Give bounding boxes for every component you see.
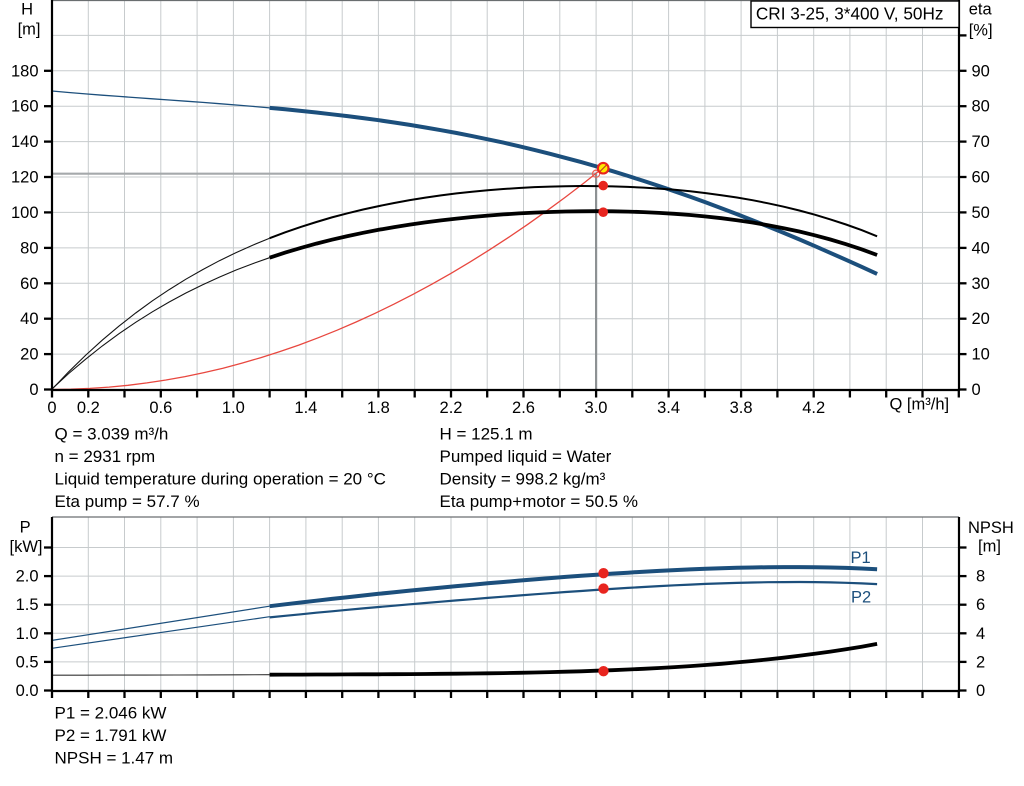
svg-text:0.0: 0.0: [16, 682, 39, 700]
svg-text:20: 20: [972, 310, 990, 328]
svg-text:1.0: 1.0: [16, 625, 39, 643]
svg-text:4: 4: [976, 625, 985, 643]
svg-text:P2 = 1.791 kW: P2 = 1.791 kW: [55, 726, 167, 745]
svg-text:1.5: 1.5: [16, 596, 39, 614]
svg-text:160: 160: [11, 98, 39, 116]
svg-text:0: 0: [972, 381, 981, 399]
svg-text:80: 80: [972, 98, 990, 116]
svg-text:90: 90: [972, 62, 990, 80]
svg-text:[%]: [%]: [969, 21, 993, 39]
svg-text:1.8: 1.8: [367, 399, 390, 417]
svg-text:1.0: 1.0: [222, 399, 245, 417]
svg-text:NPSH = 1.47 m: NPSH = 1.47 m: [55, 749, 174, 768]
svg-text:P1 = 2.046 kW: P1 = 2.046 kW: [55, 703, 167, 722]
svg-text:1.4: 1.4: [294, 399, 317, 417]
svg-text:60: 60: [972, 169, 990, 187]
svg-text:0.5: 0.5: [16, 653, 39, 671]
svg-text:4.2: 4.2: [802, 399, 825, 417]
svg-text:H = 125.1 m: H = 125.1 m: [440, 424, 533, 443]
svg-text:Liquid temperature during oper: Liquid temperature during operation = 20…: [55, 469, 386, 488]
svg-text:40: 40: [972, 239, 990, 257]
svg-text:0: 0: [47, 399, 56, 417]
svg-text:60: 60: [20, 275, 38, 293]
svg-text:2.0: 2.0: [16, 568, 39, 586]
svg-text:0.2: 0.2: [77, 399, 100, 417]
svg-text:140: 140: [11, 133, 39, 151]
svg-text:2.6: 2.6: [512, 399, 535, 417]
svg-text:6: 6: [976, 596, 985, 614]
svg-text:30: 30: [972, 275, 990, 293]
svg-text:3.0: 3.0: [585, 399, 608, 417]
svg-text:Q [m³/h]: Q [m³/h]: [890, 396, 950, 414]
svg-text:10: 10: [972, 346, 990, 364]
svg-text:0: 0: [976, 682, 985, 700]
svg-text:70: 70: [972, 133, 990, 151]
svg-text:[kW]: [kW]: [10, 538, 43, 556]
svg-text:120: 120: [11, 169, 39, 187]
svg-text:P2: P2: [851, 589, 871, 607]
svg-text:2.2: 2.2: [440, 399, 463, 417]
svg-text:[m]: [m]: [18, 21, 41, 39]
svg-text:NPSH: NPSH: [968, 519, 1014, 537]
svg-text:50: 50: [972, 204, 990, 222]
svg-text:3.4: 3.4: [657, 399, 680, 417]
svg-text:eta: eta: [969, 0, 993, 18]
svg-text:P: P: [20, 518, 31, 536]
svg-text:Eta pump+motor = 50.5 %: Eta pump+motor = 50.5 %: [440, 492, 638, 511]
svg-text:180: 180: [11, 62, 39, 80]
svg-text:2: 2: [976, 653, 985, 671]
svg-text:CRI 3-25, 3*400 V, 50Hz: CRI 3-25, 3*400 V, 50Hz: [756, 4, 944, 24]
svg-text:80: 80: [20, 239, 38, 257]
svg-text:[m]: [m]: [978, 538, 1001, 556]
svg-text:0.6: 0.6: [149, 399, 172, 417]
svg-text:40: 40: [20, 310, 38, 328]
svg-text:n = 2931 rpm: n = 2931 rpm: [55, 447, 156, 466]
svg-text:Q = 3.039 m³/h: Q = 3.039 m³/h: [55, 424, 169, 443]
svg-text:20: 20: [20, 346, 38, 364]
svg-text:Density = 998.2 kg/m³: Density = 998.2 kg/m³: [440, 469, 606, 488]
svg-text:8: 8: [976, 568, 985, 586]
svg-text:Pumped liquid = Water: Pumped liquid = Water: [440, 447, 612, 466]
svg-text:100: 100: [11, 204, 39, 222]
svg-text:0: 0: [29, 381, 38, 399]
svg-text:H: H: [21, 1, 33, 19]
svg-text:3.8: 3.8: [730, 399, 753, 417]
svg-text:P1: P1: [851, 549, 871, 567]
svg-text:Eta pump = 57.7 %: Eta pump = 57.7 %: [55, 492, 200, 511]
